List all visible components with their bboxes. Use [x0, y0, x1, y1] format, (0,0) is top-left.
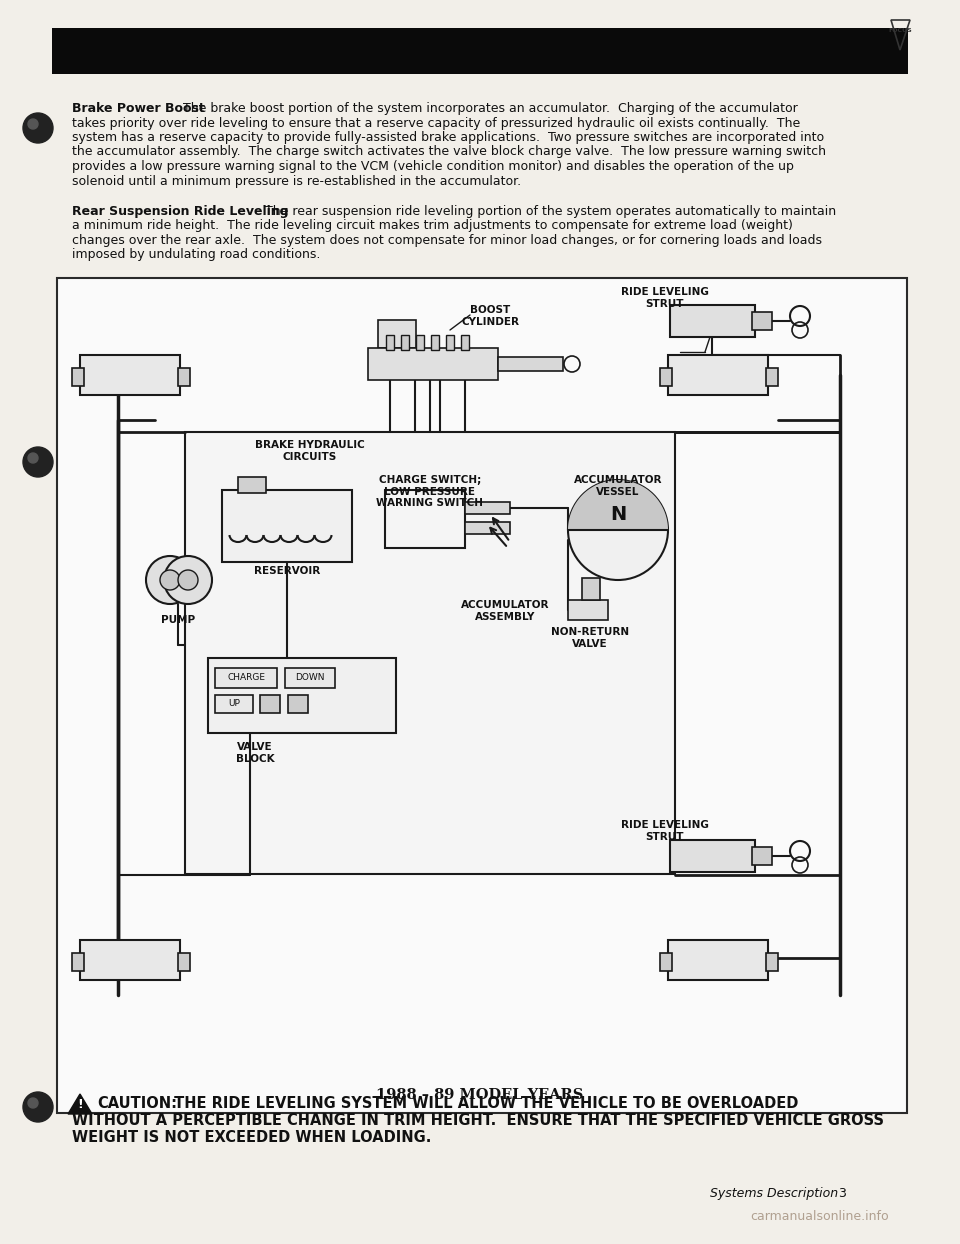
Bar	[431, 335, 439, 350]
Bar	[568, 600, 608, 620]
Circle shape	[28, 453, 38, 463]
Text: 3: 3	[838, 1187, 846, 1200]
Circle shape	[28, 1098, 38, 1108]
Bar	[660, 953, 672, 972]
Bar	[285, 668, 335, 688]
Bar	[378, 320, 416, 348]
Bar	[238, 476, 266, 493]
Circle shape	[23, 113, 53, 143]
Bar	[385, 490, 465, 549]
Text: UP: UP	[228, 699, 240, 709]
Text: takes priority over ride leveling to ensure that a reserve capacity of pressuriz: takes priority over ride leveling to ens…	[72, 117, 801, 129]
Bar	[668, 940, 768, 980]
Bar	[670, 305, 755, 337]
Text: DOWN: DOWN	[296, 673, 324, 683]
Bar	[416, 335, 424, 350]
Text: THE RIDE LEVELING SYSTEM WILL ALLOW THE VEHICLE TO BE OVERLOADED: THE RIDE LEVELING SYSTEM WILL ALLOW THE …	[169, 1096, 799, 1111]
Text: ACCUMULATOR
ASSEMBLY: ACCUMULATOR ASSEMBLY	[461, 600, 549, 622]
Bar	[752, 312, 772, 330]
Circle shape	[28, 119, 38, 129]
Circle shape	[568, 480, 668, 580]
Circle shape	[23, 1092, 53, 1122]
Bar	[368, 348, 498, 379]
Text: ACCUMULATOR
VESSEL: ACCUMULATOR VESSEL	[574, 475, 662, 496]
Bar	[766, 953, 778, 972]
Bar	[766, 368, 778, 386]
Text: solenoid until a minimum pressure is re-established in the accumulator.: solenoid until a minimum pressure is re-…	[72, 174, 521, 188]
Bar	[215, 695, 253, 713]
Circle shape	[23, 447, 53, 476]
Text: RIDE LEVELING
STRUT: RIDE LEVELING STRUT	[621, 820, 708, 842]
Bar	[465, 522, 510, 534]
Text: NON-RETURN
VALVE: NON-RETURN VALVE	[551, 627, 629, 648]
Bar	[222, 490, 352, 562]
Bar	[72, 953, 84, 972]
Text: BRAKE HYDRAULIC
CIRCUITS: BRAKE HYDRAULIC CIRCUITS	[255, 440, 365, 462]
Text: The rear suspension ride leveling portion of the system operates automatically t: The rear suspension ride leveling portio…	[257, 205, 836, 218]
Bar	[52, 29, 908, 73]
Bar	[668, 355, 768, 396]
Circle shape	[160, 570, 180, 590]
Text: CAUTION:: CAUTION:	[97, 1096, 177, 1111]
Bar	[401, 335, 409, 350]
Text: system has a reserve capacity to provide fully-assisted brake applications.  Two: system has a reserve capacity to provide…	[72, 131, 824, 144]
Text: !: !	[77, 1098, 83, 1111]
Bar	[178, 953, 190, 972]
Text: the accumulator assembly.  The charge switch activates the valve block charge va: the accumulator assembly. The charge swi…	[72, 146, 826, 158]
Circle shape	[164, 556, 212, 605]
Bar	[178, 368, 190, 386]
Polygon shape	[68, 1093, 92, 1113]
Bar	[57, 277, 907, 1113]
Bar	[208, 658, 396, 733]
Bar	[461, 335, 469, 350]
Text: The brake boost portion of the system incorporates an accumulator.  Charging of : The brake boost portion of the system in…	[175, 102, 798, 114]
Bar	[386, 335, 394, 350]
Text: Systems Description: Systems Description	[710, 1187, 838, 1200]
Bar	[185, 432, 675, 875]
Bar	[446, 335, 454, 350]
Text: a minimum ride height.  The ride leveling circuit makes trim adjustments to comp: a minimum ride height. The ride leveling…	[72, 219, 793, 233]
Bar	[80, 355, 180, 396]
Bar	[582, 578, 600, 600]
Text: CHARGE SWITCH;
LOW PRESSURE
WARNING SWITCH: CHARGE SWITCH; LOW PRESSURE WARNING SWIT…	[376, 475, 484, 509]
Bar	[72, 368, 84, 386]
Bar	[752, 847, 772, 865]
Text: WITHOUT A PERCEPTIBLE CHANGE IN TRIM HEIGHT.  ENSURE THAT THE SPECIFIED VEHICLE : WITHOUT A PERCEPTIBLE CHANGE IN TRIM HEI…	[72, 1113, 884, 1128]
Bar	[215, 668, 277, 688]
Text: BOOST
CYLINDER: BOOST CYLINDER	[461, 305, 519, 327]
Text: Brake Power Boost: Brake Power Boost	[72, 102, 204, 114]
Polygon shape	[568, 480, 668, 530]
Text: changes over the rear axle.  The system does not compensate for minor load chang: changes over the rear axle. The system d…	[72, 234, 822, 248]
Bar	[80, 940, 180, 980]
Bar	[288, 695, 308, 713]
Text: PUMP: PUMP	[161, 615, 195, 624]
Text: CHARGE: CHARGE	[227, 673, 265, 683]
Bar	[465, 503, 510, 514]
Text: Rear Suspension Ride Leveling: Rear Suspension Ride Leveling	[72, 205, 289, 218]
Circle shape	[146, 556, 194, 605]
Text: provides a low pressure warning signal to the VCM (vehicle condition monitor) an: provides a low pressure warning signal t…	[72, 160, 794, 173]
Text: FOCUS: FOCUS	[888, 29, 912, 34]
Text: VALVE
BLOCK: VALVE BLOCK	[236, 741, 275, 764]
Text: RIDE LEVELING
STRUT: RIDE LEVELING STRUT	[621, 287, 708, 309]
Text: 1988 – 89 MODEL YEARS: 1988 – 89 MODEL YEARS	[376, 1088, 584, 1102]
Text: WEIGHT IS NOT EXCEEDED WHEN LOADING.: WEIGHT IS NOT EXCEEDED WHEN LOADING.	[72, 1130, 431, 1144]
Bar	[498, 357, 563, 371]
Bar	[660, 368, 672, 386]
Text: RESERVOIR: RESERVOIR	[253, 566, 320, 576]
Text: N: N	[610, 505, 626, 525]
Bar	[260, 695, 280, 713]
Text: carmanualsonline.info: carmanualsonline.info	[750, 1210, 889, 1223]
Text: imposed by undulating road conditions.: imposed by undulating road conditions.	[72, 249, 321, 261]
Bar	[670, 840, 755, 872]
Circle shape	[178, 570, 198, 590]
